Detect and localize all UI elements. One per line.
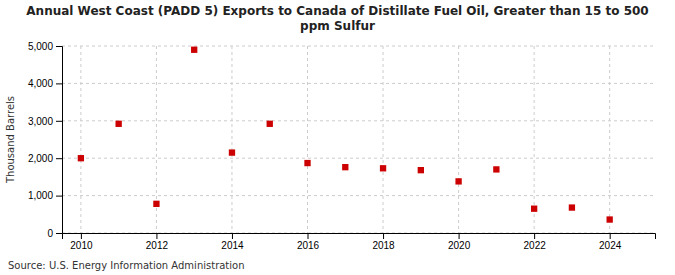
point: [531, 206, 537, 212]
x-grid-line: [534, 46, 535, 233]
x-tick-label: 2022: [524, 240, 547, 251]
x-grid-line: [307, 46, 308, 233]
y-tick-label: 5,000: [28, 41, 53, 52]
x-tick: 2016: [297, 233, 320, 251]
point: [267, 121, 273, 127]
x-grid-line: [383, 46, 384, 233]
x-tick-mark: [610, 233, 611, 239]
title: Annual West Coast (PADD 5) Exports to Ca…: [26, 4, 648, 33]
x-tick: 2010: [70, 233, 93, 251]
x-tick: 2024: [599, 233, 622, 251]
grid: [62, 46, 655, 233]
chart: 2010 2012 2014 2016 2018 2020 2022 2024 0 1,000 2,…: [0, 0, 675, 275]
x-tick-label: 2012: [146, 240, 169, 251]
x-tick-label: 2020: [448, 240, 471, 251]
y-tick-label: 1,000: [28, 190, 53, 201]
y-grid-line: [62, 46, 655, 47]
y-grid-line: [62, 83, 655, 84]
y-tick-label: 4,000: [28, 78, 53, 89]
y-tick-label: 2,000: [28, 153, 53, 164]
x-tick-mark: [534, 233, 535, 239]
point: [493, 166, 499, 172]
point: [342, 164, 348, 170]
x-axis-line: [63, 234, 656, 240]
points: [78, 47, 613, 223]
x-grid-line: [458, 46, 459, 233]
y-tick-mark: [56, 121, 62, 122]
y-tick-mark: [56, 158, 62, 159]
y-tick: 1,000: [28, 190, 62, 201]
y-tick: 4,000: [28, 78, 62, 89]
y-grid-line: [62, 158, 655, 159]
x-grid-line: [231, 46, 232, 233]
source-note: Source: U.S. Energy Information Administ…: [8, 260, 245, 271]
y-tick-mark: [56, 233, 62, 234]
x-tick-mark: [459, 233, 460, 239]
point: [418, 167, 424, 173]
point: [569, 204, 575, 210]
x-tick-label: 2014: [221, 240, 244, 251]
x-tick: 2014: [221, 233, 244, 251]
x-tick-mark: [308, 233, 309, 239]
y-tick: 0: [47, 228, 62, 239]
y-axis: 0 1,000 2,000 3,000 4,000 5,000: [28, 41, 63, 239]
x-grid-line: [609, 46, 610, 233]
y-axis-line: [56, 47, 63, 234]
point: [607, 216, 613, 222]
x-tick-mark: [232, 233, 233, 239]
y-axis-title: Thousand Barrels: [5, 96, 16, 184]
x-tick: 2022: [524, 233, 547, 251]
point: [153, 201, 159, 207]
y-tick: 3,000: [28, 116, 62, 127]
point: [304, 160, 310, 166]
x-tick-label: 2024: [599, 240, 622, 251]
point: [78, 155, 84, 161]
x-tick-mark: [81, 233, 82, 239]
point: [229, 149, 235, 155]
y-tick-mark: [56, 196, 62, 197]
x-tick-label: 2010: [70, 240, 93, 251]
y-tick: 2,000: [28, 153, 62, 164]
y-tick-label: 3,000: [28, 116, 53, 127]
x-tick-label: 2018: [372, 240, 395, 251]
x-tick-label: 2016: [297, 240, 320, 251]
title-line: ppm Sulfur: [300, 19, 375, 33]
y-tick: 5,000: [28, 41, 62, 52]
title-line: Annual West Coast (PADD 5) Exports to Ca…: [26, 4, 648, 18]
y-tick-mark: [56, 46, 62, 47]
x-tick-mark: [383, 233, 384, 239]
x-tick: 2020: [448, 233, 471, 251]
plot-area: 2010 2012 2014 2016 2018 2020 2022 2024 0 1,000 2,…: [28, 41, 656, 251]
x-tick: 2012: [146, 233, 169, 251]
point: [191, 47, 197, 53]
point: [115, 121, 121, 127]
point: [380, 165, 386, 171]
y-tick-label: 0: [47, 228, 53, 239]
y-grid-line: [62, 195, 655, 196]
x-tick: 2018: [372, 233, 395, 251]
point: [455, 178, 461, 184]
x-tick-mark: [156, 233, 157, 239]
x-grid-line: [80, 46, 81, 233]
y-grid-line: [62, 120, 655, 121]
x-axis: 2010 2012 2014 2016 2018 2020 2022 2024: [63, 233, 656, 251]
y-tick-mark: [56, 83, 62, 84]
